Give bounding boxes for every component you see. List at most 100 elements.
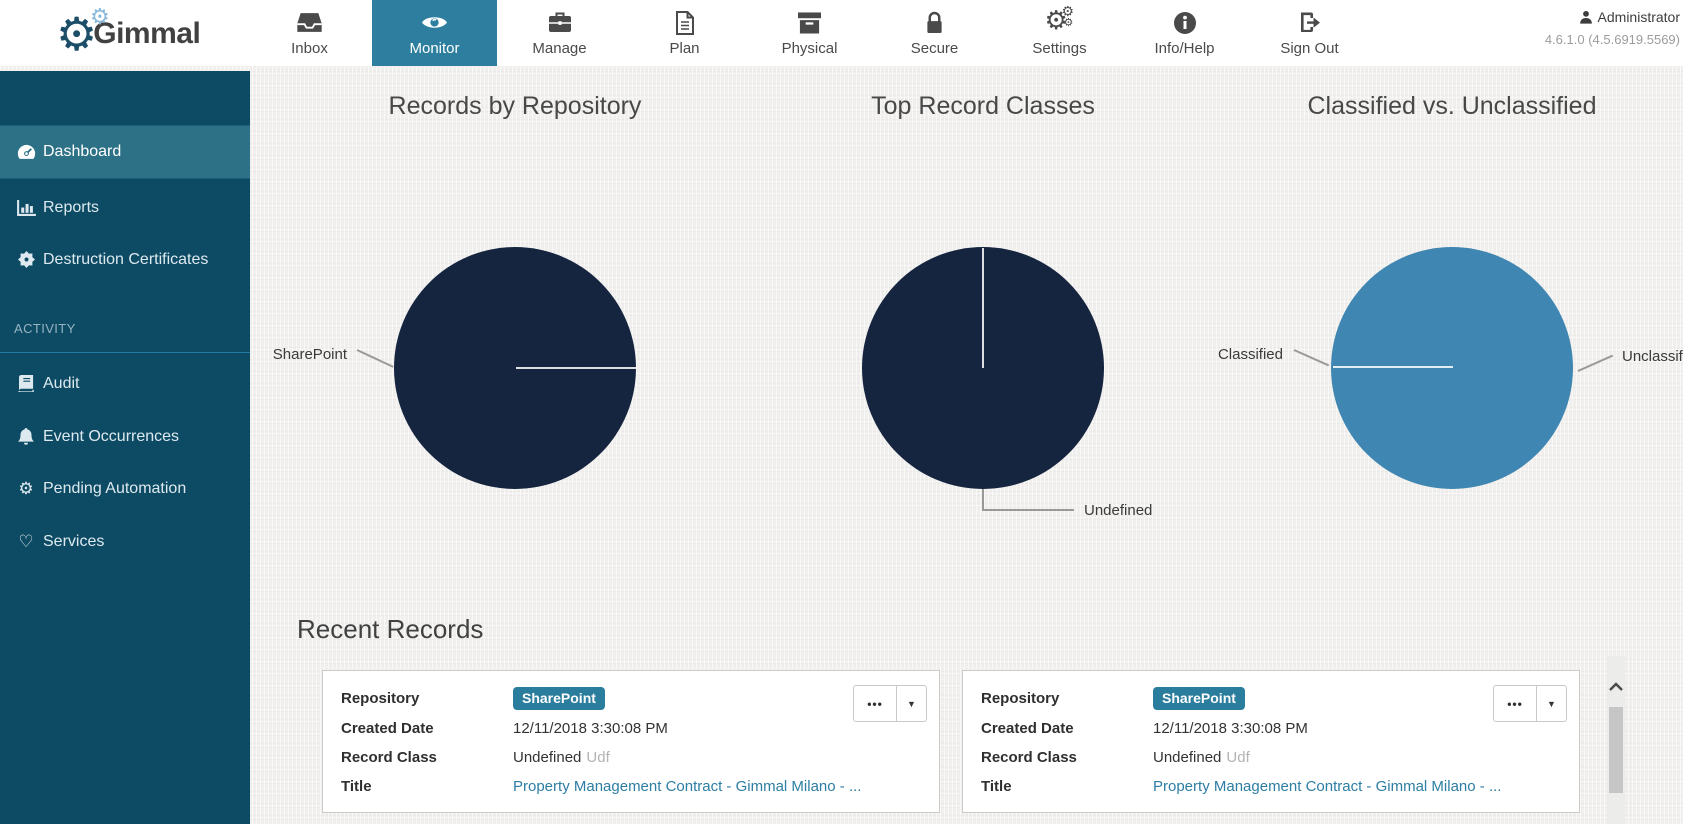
- tab-sign-out[interactable]: Sign Out: [1247, 0, 1372, 66]
- recent-record-card: Repository SharePoint Created Date 12/11…: [322, 670, 940, 813]
- recent-records-heading: Recent Records: [297, 614, 484, 644]
- sidebar-section-activity: ACTIVITY: [14, 321, 76, 336]
- field-label-title: Title: [341, 777, 372, 795]
- pie-label-undefined: Undefined: [1084, 502, 1153, 519]
- bar-chart-icon: [13, 199, 39, 216]
- ellipsis-icon: •••: [1507, 696, 1523, 711]
- sidebar-item-event-occurrences[interactable]: Event Occurrences: [0, 410, 250, 463]
- pie-label-sharepoint: SharePoint: [272, 346, 347, 363]
- top-navigation-bar: ⚙ ⚙ Gimmal Inbox Monitor Manage: [0, 0, 1683, 66]
- record-class-value: Undefined: [513, 748, 582, 766]
- actions-dropdown-button[interactable]: ▼: [1536, 685, 1567, 722]
- tab-label: Inbox: [291, 40, 328, 57]
- document-icon: [675, 9, 695, 36]
- logo-small-gear-icon: ⚙: [90, 4, 110, 29]
- pie-label-classified: Classified: [1217, 346, 1283, 363]
- more-actions-button[interactable]: •••: [1493, 685, 1537, 722]
- record-class-suffix: Udf: [1226, 748, 1250, 766]
- caret-down-icon: ▼: [1547, 698, 1556, 709]
- record-title-link[interactable]: Property Management Contract - Gimmal Mi…: [513, 777, 862, 795]
- created-date-value: 12/11/2018 3:30:08 PM: [513, 719, 668, 737]
- tab-label: Info/Help: [1154, 40, 1215, 57]
- sidebar-item-label: Dashboard: [43, 143, 122, 160]
- eye-icon: [421, 9, 448, 36]
- tab-label: Secure: [910, 40, 959, 57]
- tab-plan[interactable]: Plan: [622, 0, 747, 66]
- field-label-record-class: Record Class: [981, 748, 1077, 766]
- created-date-value: 12/11/2018 3:30:08 PM: [1153, 719, 1308, 737]
- chart-title-top-record-classes: Top Record Classes: [871, 92, 1095, 120]
- gauge-icon: [13, 144, 39, 160]
- pie-classified-vs-unclassified[interactable]: [1331, 247, 1573, 489]
- card-actions: ••• ▼: [853, 685, 927, 722]
- sidebar-item-label: Event Occurrences: [43, 427, 180, 445]
- info-circle-icon: [1173, 9, 1196, 36]
- sidebar-divider: [0, 125, 250, 126]
- tab-label: Manage: [532, 40, 587, 57]
- tab-label: Plan: [669, 40, 700, 57]
- record-class-value: Undefined: [1153, 748, 1222, 766]
- field-label-title: Title: [981, 777, 1012, 795]
- briefcase-icon: [548, 9, 572, 36]
- recent-record-card: Repository SharePoint Created Date 12/11…: [962, 670, 1580, 813]
- ellipsis-icon: •••: [867, 696, 883, 711]
- sidebar-item-reports[interactable]: Reports: [0, 181, 250, 234]
- tab-inbox[interactable]: Inbox: [247, 0, 372, 66]
- sidebar-item-destruction-certificates[interactable]: Destruction Certificates: [0, 233, 250, 286]
- sidebar-item-audit[interactable]: Audit: [0, 357, 250, 410]
- tab-settings[interactable]: ⚙ ⚙ ⚙ Settings: [997, 0, 1122, 66]
- sidebar-item-label: Services: [43, 532, 105, 550]
- gear-icon: ⚙: [18, 479, 34, 498]
- record-title-link[interactable]: Property Management Contract - Gimmal Mi…: [1153, 777, 1502, 795]
- scrollbar-thumb[interactable]: [1609, 707, 1623, 793]
- logo-text: Gimmal: [93, 17, 201, 50]
- chart-title-records-by-repository: Records by Repository: [388, 92, 642, 120]
- sidebar-item-label: Pending Automation: [43, 479, 187, 497]
- sidebar-item-dashboard[interactable]: Dashboard: [0, 126, 250, 179]
- tab-label: Monitor: [409, 40, 460, 57]
- field-label-record-class: Record Class: [341, 748, 437, 766]
- gears-icon: ⚙ ⚙ ⚙: [1044, 3, 1075, 35]
- user-name: Administrator: [1597, 9, 1680, 25]
- more-actions-button[interactable]: •••: [853, 685, 897, 722]
- inbox-icon: [297, 9, 322, 36]
- lock-icon: [925, 9, 944, 36]
- caret-down-icon: ▼: [907, 698, 916, 709]
- tab-label: Settings: [1032, 40, 1087, 57]
- sidebar-item-services[interactable]: ♡ Services: [0, 515, 250, 568]
- user-area: Administrator 4.6.1.0 (4.5.6919.5569): [1545, 9, 1680, 47]
- repository-badge: SharePoint: [1153, 686, 1245, 710]
- tab-label: Physical: [781, 40, 838, 57]
- tab-secure[interactable]: Secure: [872, 0, 997, 66]
- actions-dropdown-button[interactable]: ▼: [896, 685, 927, 722]
- tab-monitor[interactable]: Monitor: [372, 0, 497, 66]
- app-version: 4.6.1.0 (4.5.6919.5569): [1544, 32, 1680, 47]
- card-actions: ••• ▼: [1493, 685, 1567, 722]
- sidebar-item-label: Audit: [43, 374, 80, 392]
- tab-physical[interactable]: Physical: [747, 0, 872, 66]
- field-label-repository: Repository: [981, 689, 1060, 707]
- pie-slice-boundary: [1333, 366, 1453, 368]
- tab-label: Sign Out: [1280, 40, 1339, 57]
- person-icon: [1579, 10, 1593, 24]
- field-label-created-date: Created Date: [341, 719, 434, 737]
- chevron-up-icon[interactable]: [1607, 678, 1625, 694]
- main-nav-tabs: Inbox Monitor Manage Plan: [247, 0, 1372, 66]
- user-menu[interactable]: Administrator: [1545, 9, 1680, 25]
- pie-slice-boundary: [982, 248, 984, 368]
- gimmal-logo[interactable]: ⚙ ⚙ Gimmal: [56, 4, 201, 64]
- book-icon: [13, 375, 39, 392]
- sidebar-item-pending-automation[interactable]: ⚙ Pending Automation: [0, 462, 250, 515]
- pie-label-unclassified: Unclassified: [1622, 348, 1683, 365]
- archive-box-icon: [798, 9, 821, 36]
- sidebar-item-label: Destruction Certificates: [43, 250, 209, 268]
- repository-badge: SharePoint: [513, 686, 605, 710]
- tab-info-help[interactable]: Info/Help: [1122, 0, 1247, 66]
- tab-manage[interactable]: Manage: [497, 0, 622, 66]
- field-label-repository: Repository: [341, 689, 420, 707]
- sidebar-divider: [0, 352, 250, 353]
- record-class-suffix: Udf: [586, 748, 610, 766]
- bell-icon: [13, 427, 39, 446]
- sidebar-item-label: Reports: [43, 198, 100, 216]
